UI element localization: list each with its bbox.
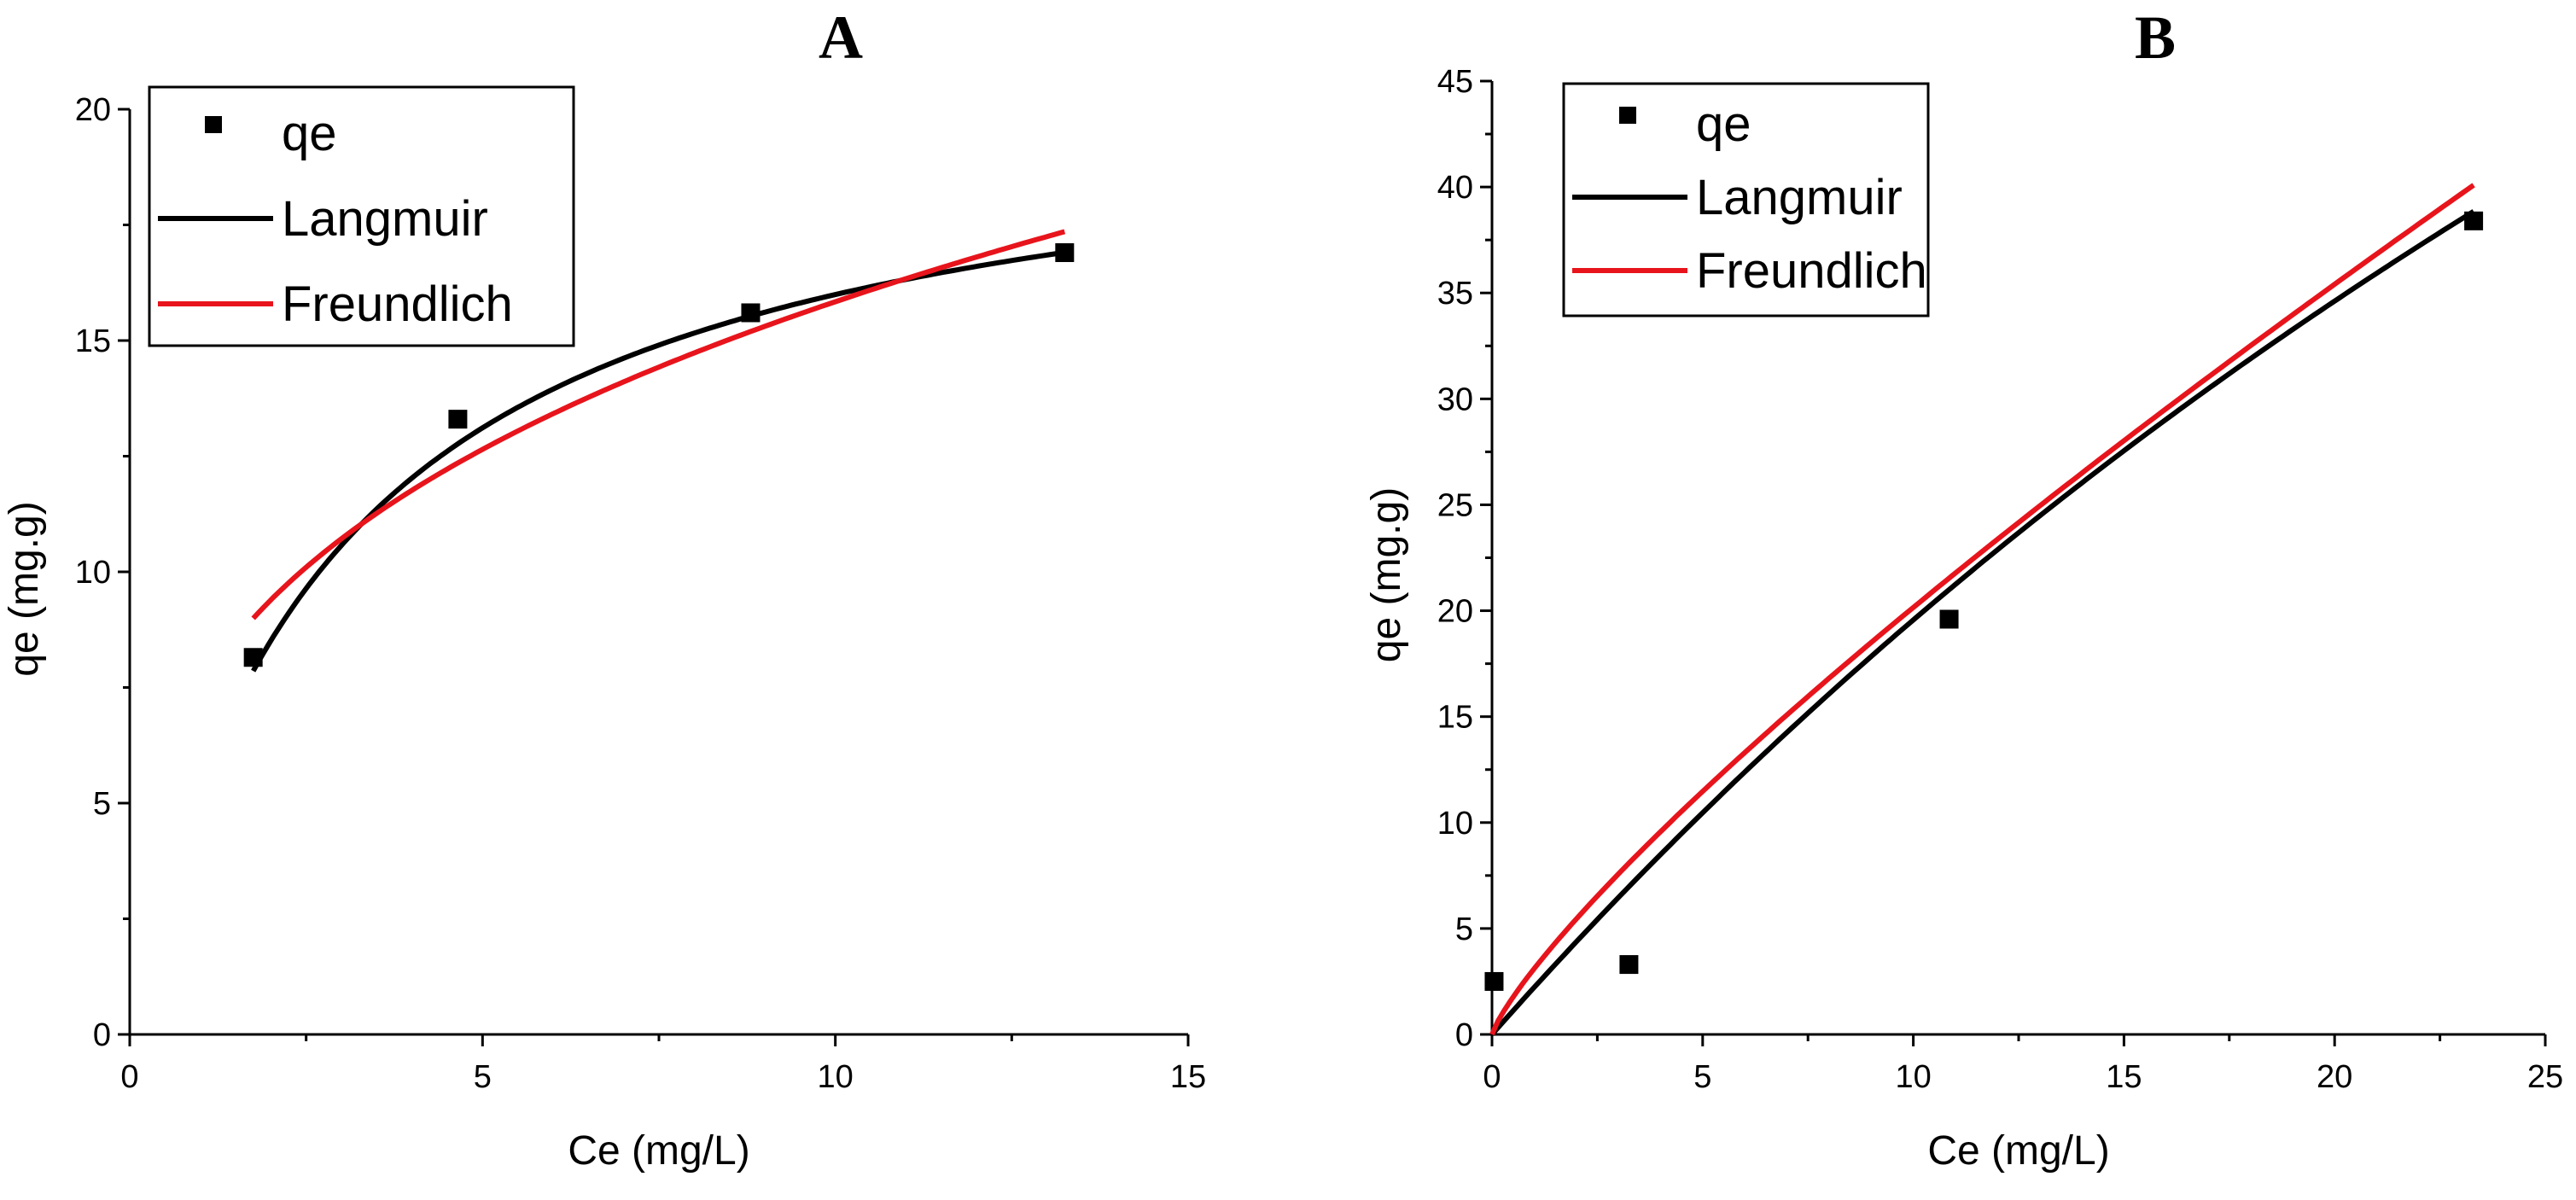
y-tick-label: 15	[75, 323, 111, 359]
panel-label: A	[819, 3, 863, 72]
y-tick-label: 0	[1455, 1017, 1473, 1053]
langmuir-fit-line	[251, 249, 1065, 673]
data-point	[1619, 955, 1639, 975]
x-tick-label: 25	[2527, 1059, 2563, 1095]
legend-label-qe: qe	[282, 106, 337, 161]
x-tick-label: 15	[2106, 1059, 2142, 1095]
y-tick-label: 5	[1455, 912, 1473, 947]
x-tick-label: 0	[1483, 1059, 1501, 1095]
y-tick-label: 20	[1437, 594, 1473, 630]
panel-label: B	[2135, 3, 2176, 72]
x-tick-label: 5	[474, 1059, 492, 1095]
y-tick-label: 10	[1437, 806, 1473, 842]
data-point	[2464, 211, 2484, 230]
y-tick-label: 10	[75, 555, 111, 591]
data-point	[1939, 609, 1959, 629]
x-tick-label: 10	[1895, 1059, 1931, 1095]
y-tick-label: 0	[93, 1017, 111, 1053]
y-axis-title: qe (mg.g)	[1364, 487, 1409, 662]
freundlich-fit-line	[251, 229, 1066, 620]
chart-panel-b: B 0 5 10 15 20 25 0 5 10 15 20 25 30 35 40 45 Ce (mg/L) qe…	[1364, 3, 2563, 1174]
x-tick-label: 5	[1693, 1059, 1711, 1095]
legend-label-qe: qe	[1696, 96, 1751, 152]
freundlich-fit-line	[1489, 183, 2475, 1036]
data-point	[243, 648, 263, 667]
y-tick-label: 40	[1437, 170, 1473, 206]
y-axis-title: qe (mg.g)	[2, 501, 47, 676]
legend-label-langmuir: Langmuir	[1696, 170, 1903, 225]
x-tick-label: 15	[1170, 1059, 1206, 1095]
y-tick-label: 15	[1437, 700, 1473, 736]
data-point	[1055, 243, 1075, 263]
y-tick-label: 35	[1437, 276, 1473, 312]
x-tick-label: 0	[120, 1059, 138, 1095]
x-axis-title: Ce (mg/L)	[568, 1128, 749, 1174]
y-tick-label: 25	[1437, 487, 1473, 523]
y-tick-label: 5	[93, 786, 111, 822]
data-point	[1484, 971, 1504, 991]
data-point	[741, 303, 761, 323]
legend-label-langmuir: Langmuir	[282, 191, 488, 247]
legend-marker-qe	[1619, 107, 1636, 124]
x-axis-title: Ce (mg/L)	[1927, 1128, 2109, 1174]
y-tick-label: 30	[1437, 382, 1473, 417]
legend-label-freundlich: Freundlich	[282, 277, 513, 332]
chart-panel-a: A 0 5 10 15 0 5 10 15 20 Ce (mg/L) qe (mg.g) qe Langm…	[2, 3, 1206, 1174]
x-tick-label: 10	[818, 1059, 854, 1095]
x-tick-label: 20	[2317, 1059, 2352, 1095]
legend-label-freundlich: Freundlich	[1696, 243, 1927, 299]
langmuir-fit-line	[1489, 209, 2475, 1036]
y-tick-label: 45	[1437, 64, 1473, 100]
legend-marker-qe	[205, 116, 222, 133]
data-point	[448, 410, 468, 429]
y-tick-label: 20	[75, 92, 111, 128]
